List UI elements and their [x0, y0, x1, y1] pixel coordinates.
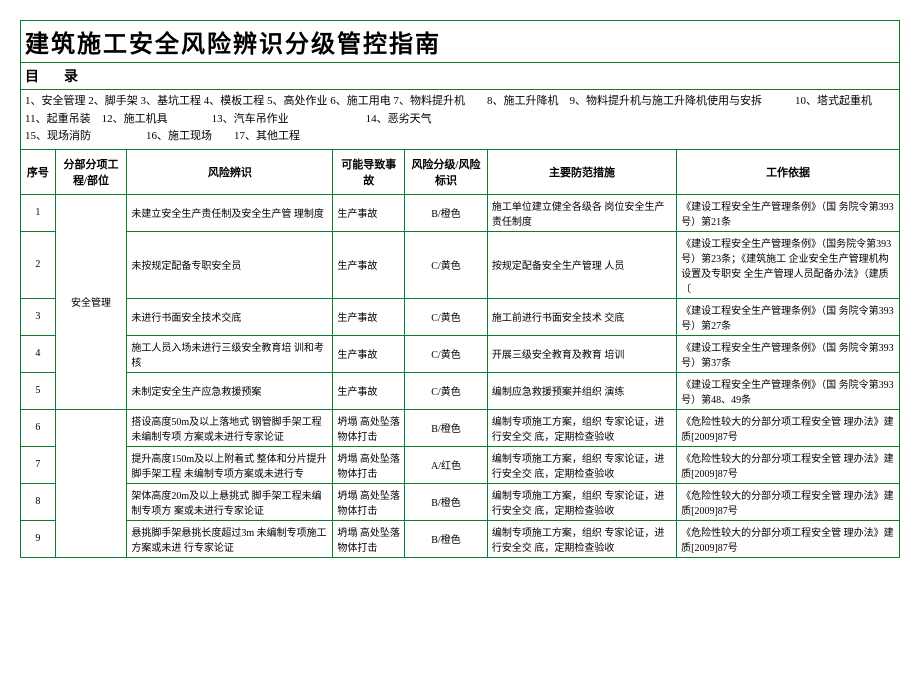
cell-risk: 架体高度20m及以上悬挑式 脚手架工程未编制专项方 案或未进行专家论证: [127, 483, 333, 520]
th-basis: 工作依据: [677, 149, 900, 194]
cell-risk: 未制定安全生产应急救援预案: [127, 372, 333, 409]
toc-header: 目录: [21, 63, 900, 90]
cell-meas: 施工单位建立健全各级各 岗位安全生产责任制度: [487, 194, 676, 231]
cell-acc: 生产事故: [333, 372, 405, 409]
cell-basis: 《危险性较大的分部分项工程安全管 理办法》建质[2009]87号: [677, 446, 900, 483]
table-row: 1 安全管理 未建立安全生产责任制及安全生产管 理制度 生产事故 B/橙色 施工…: [21, 194, 900, 231]
cell-acc: 生产事故: [333, 298, 405, 335]
cell-acc: 坍塌 高处坠落 物体打击: [333, 446, 405, 483]
cell-basis: 《危险性较大的分部分项工程安全管 理办法》建质[2009]87号: [677, 483, 900, 520]
cell-num: 7: [21, 446, 56, 483]
cell-acc: 生产事故: [333, 194, 405, 231]
cell-meas: 编制专项施工方案，组织 专家论证，进行安全交 底，定期检查验收: [487, 483, 676, 520]
cell-num: 2: [21, 231, 56, 298]
cell-basis: 《危险性较大的分部分项工程安全管 理办法》建质[2009]87号: [677, 520, 900, 557]
cell-meas: 开展三级安全教育及教育 培训: [487, 335, 676, 372]
cell-num: 5: [21, 372, 56, 409]
th-risk: 风险辨识: [127, 149, 333, 194]
cell-meas: 编制专项施工方案，组织 专家论证，进行安全交 底，定期检查验收: [487, 446, 676, 483]
doc-title: 建筑施工安全风险辨识分级管控指南: [21, 21, 900, 63]
table-row: 2 未按规定配备专职安全员 生产事故 C/黄色 按规定配备安全生产管理 人员 《…: [21, 231, 900, 298]
table-row: 4 施工人员入场未进行三级安全教育培 训和考核 生产事故 C/黄色 开展三级安全…: [21, 335, 900, 372]
cell-lvl: C/黄色: [405, 335, 488, 372]
cell-risk: 提升高度150m及以上附着式 整体和分片提升脚手架工程 未编制专项方案或未进行专: [127, 446, 333, 483]
cell-risk: 施工人员入场未进行三级安全教育培 训和考核: [127, 335, 333, 372]
cell-risk: 悬挑脚手架悬挑长度超过3m 未编制专项施工方案或未进 行专家论证: [127, 520, 333, 557]
th-meas: 主要防范措施: [487, 149, 676, 194]
cell-basis: 《建设工程安全生产管理条例》（国务院令第393号）第23条；《建筑施工 企业安全…: [677, 231, 900, 298]
table-row: 7 提升高度150m及以上附着式 整体和分片提升脚手架工程 未编制专项方案或未进…: [21, 446, 900, 483]
cell-risk: 未进行书面安全技术交底: [127, 298, 333, 335]
cell-acc: 坍塌 高处坠落 物体打击: [333, 520, 405, 557]
cell-lvl: C/黄色: [405, 231, 488, 298]
cell-meas: 按规定配备安全生产管理 人员: [487, 231, 676, 298]
cell-acc: 坍塌 高处坠落 物体打击: [333, 483, 405, 520]
cell-meas: 编制应急救援预案并组织 演练: [487, 372, 676, 409]
table-row: 9 悬挑脚手架悬挑长度超过3m 未编制专项施工方案或未进 行专家论证 坍塌 高处…: [21, 520, 900, 557]
cell-num: 9: [21, 520, 56, 557]
cell-lvl: B/橙色: [405, 409, 488, 446]
cell-lvl: C/黄色: [405, 372, 488, 409]
cell-lvl: C/黄色: [405, 298, 488, 335]
cell-basis: 《建设工程安全生产管理条例》（国 务院令第393号）第48、49条: [677, 372, 900, 409]
cell-meas: 编制专项施工方案，组织 专家论证，进行安全交 底，定期检查验收: [487, 409, 676, 446]
cell-risk: 未按规定配备专职安全员: [127, 231, 333, 298]
th-lvl: 风险分级/风险标识: [405, 149, 488, 194]
cell-lvl: A/红色: [405, 446, 488, 483]
cell-num: 6: [21, 409, 56, 446]
cell-section: 安全管理: [55, 194, 127, 409]
cell-meas: 施工前进行书面安全技术 交底: [487, 298, 676, 335]
cell-basis: 《建设工程安全生产管理条例》（国 务院令第393号）第37条: [677, 335, 900, 372]
cell-num: 8: [21, 483, 56, 520]
cell-risk: 搭设高度50m及以上落地式 钢管脚手架工程未编制专项 方案或未进行专家论证: [127, 409, 333, 446]
th-num: 序号: [21, 149, 56, 194]
table-row: 8 架体高度20m及以上悬挑式 脚手架工程未编制专项方 案或未进行专家论证 坍塌…: [21, 483, 900, 520]
cell-acc: 生产事故: [333, 335, 405, 372]
cell-lvl: B/橙色: [405, 194, 488, 231]
cell-basis: 《危险性较大的分部分项工程安全管 理办法》建质[2009]87号: [677, 409, 900, 446]
main-table: 建筑施工安全风险辨识分级管控指南 目录 1、安全管理 2、脚手架 3、基坑工程 …: [20, 20, 900, 558]
cell-num: 3: [21, 298, 56, 335]
cell-risk: 未建立安全生产责任制及安全生产管 理制度: [127, 194, 333, 231]
cell-meas: 编制专项施工方案，组织 专家论证，进行安全交 底，定期检查验收: [487, 520, 676, 557]
th-acc: 可能导致事故: [333, 149, 405, 194]
table-row: 3 未进行书面安全技术交底 生产事故 C/黄色 施工前进行书面安全技术 交底 《…: [21, 298, 900, 335]
document-page: 建筑施工安全风险辨识分级管控指南 目录 1、安全管理 2、脚手架 3、基坑工程 …: [20, 20, 900, 558]
cell-basis: 《建设工程安全生产管理条例》（国 务院令第393号）第27条: [677, 298, 900, 335]
toc-body: 1、安全管理 2、脚手架 3、基坑工程 4、模板工程 5、高处作业 6、施工用电…: [21, 90, 900, 150]
cell-section-blank: [55, 409, 127, 557]
table-row: 6 搭设高度50m及以上落地式 钢管脚手架工程未编制专项 方案或未进行专家论证 …: [21, 409, 900, 446]
cell-lvl: B/橙色: [405, 520, 488, 557]
cell-num: 4: [21, 335, 56, 372]
cell-basis: 《建设工程安全生产管理条例》（国 务院令第393号）第21条: [677, 194, 900, 231]
th-sec: 分部分项工程/部位: [55, 149, 127, 194]
cell-acc: 生产事故: [333, 231, 405, 298]
table-row: 5 未制定安全生产应急救援预案 生产事故 C/黄色 编制应急救援预案并组织 演练…: [21, 372, 900, 409]
cell-lvl: B/橙色: [405, 483, 488, 520]
cell-num: 1: [21, 194, 56, 231]
cell-acc: 坍塌 高处坠落 物体打击: [333, 409, 405, 446]
